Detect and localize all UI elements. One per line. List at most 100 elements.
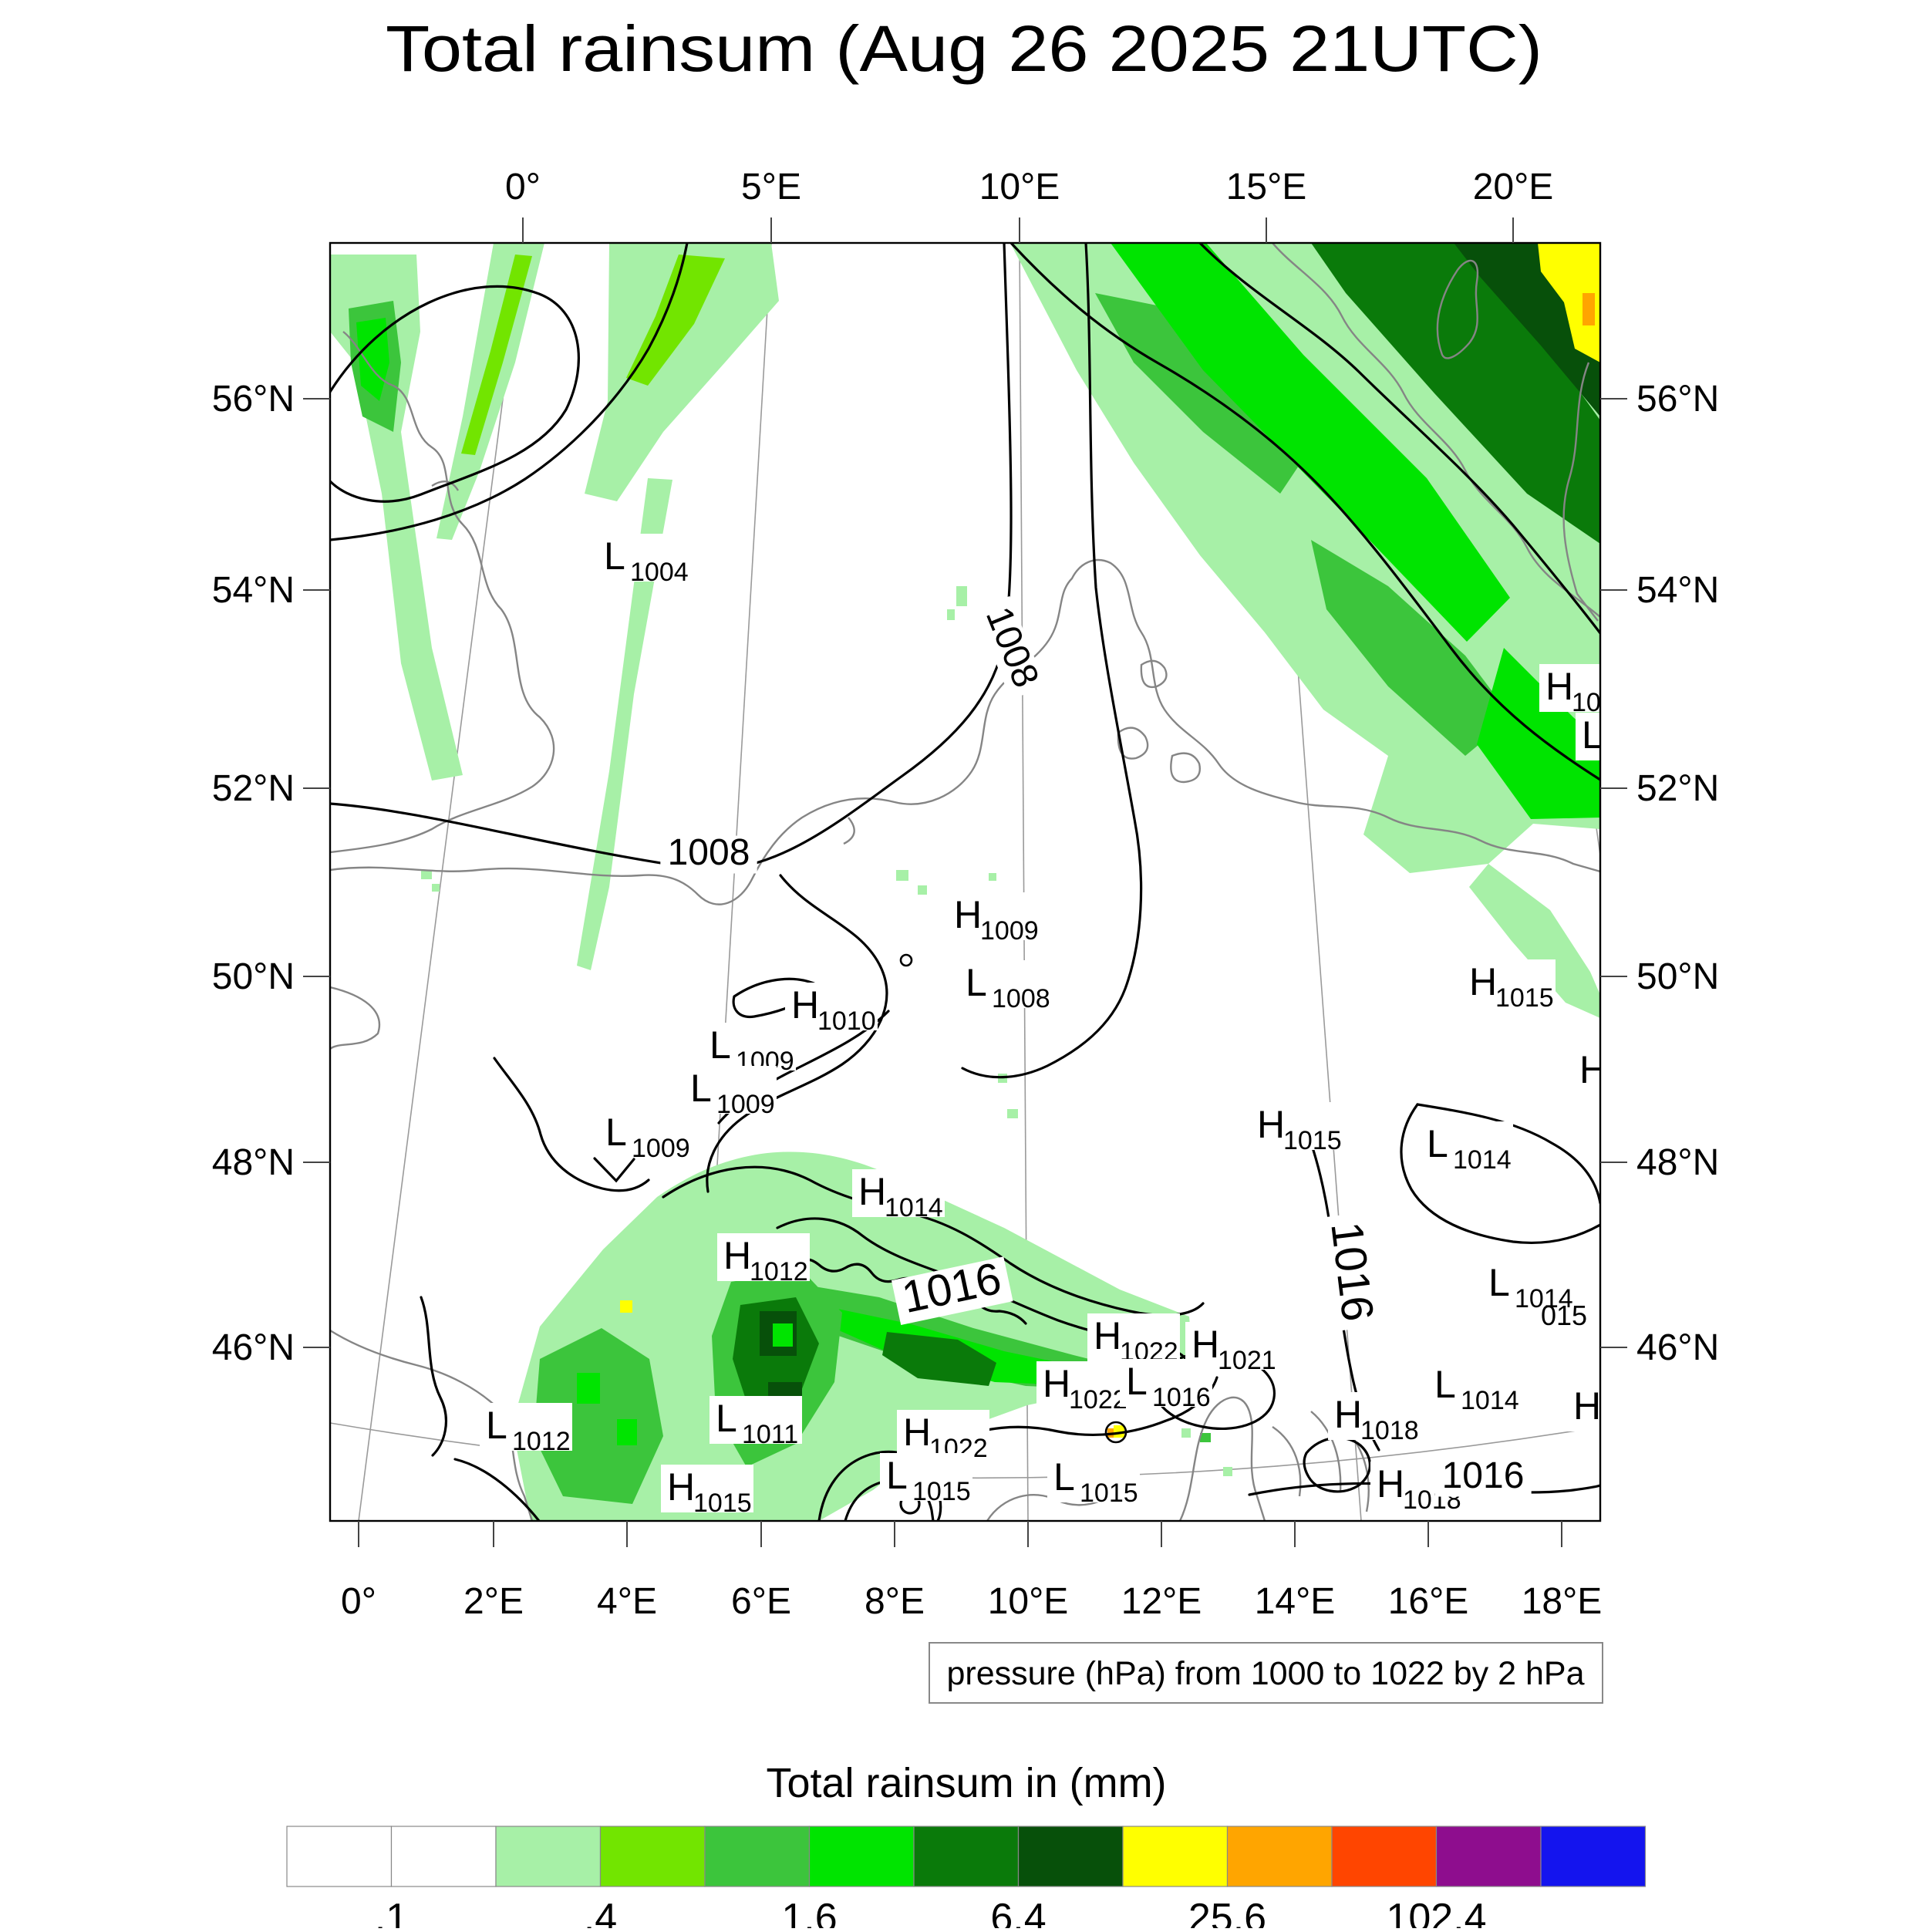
legend-cell bbox=[390, 1826, 497, 1887]
pressure-label-bg bbox=[1482, 1260, 1575, 1308]
pressure-value: 1014 bbox=[1461, 1386, 1519, 1415]
pressure-letter: H bbox=[1469, 960, 1497, 1003]
pressure-letter: H bbox=[1573, 1384, 1601, 1428]
pressure-letter: L bbox=[886, 1454, 908, 1497]
pressure-label-bg bbox=[661, 1465, 753, 1512]
contour-label-text: 1008 bbox=[668, 832, 750, 873]
pressure-value: 1009 bbox=[632, 1134, 690, 1163]
map-frame bbox=[329, 241, 1602, 1522]
pressure-center-L1008: L 1008 bbox=[959, 960, 1052, 1013]
pressure-letter: L bbox=[716, 1397, 737, 1440]
legend-tick-label: 1.6 bbox=[781, 1896, 837, 1928]
pressure-label-bg bbox=[717, 1233, 810, 1281]
pressure-letter: H bbox=[1043, 1362, 1070, 1405]
pressure-label-bg bbox=[959, 960, 1052, 1008]
contour-label-1008: 1008 bbox=[974, 595, 1047, 700]
legend-tick-labels: .1 .4 1.6 6.4 25.6 102.4 bbox=[375, 1896, 1487, 1932]
legend-cell bbox=[1226, 1826, 1333, 1887]
axis-label-top: 0° bbox=[505, 167, 541, 207]
axis-label-bottom: 4°E bbox=[597, 1581, 657, 1622]
pressure-letter: L bbox=[966, 961, 987, 1004]
pressure-label-bg bbox=[598, 534, 690, 582]
axis-label-right: 52°N bbox=[1636, 768, 1719, 809]
coast-gotland bbox=[1436, 259, 1479, 359]
pressure-label-bg bbox=[480, 1403, 572, 1451]
pressure-letter: H bbox=[858, 1170, 886, 1213]
axis-label-bottom: 16°E bbox=[1388, 1581, 1469, 1622]
pressure-letter: L bbox=[604, 534, 625, 578]
legend-tick-label: .4 bbox=[584, 1896, 617, 1928]
axis-label-bottom: 6°E bbox=[731, 1581, 791, 1622]
pressure-letter: H bbox=[1545, 665, 1573, 708]
pressure-center-L1016: L 1016 bbox=[1120, 1359, 1212, 1412]
pressure-center-L1004: L 1004 bbox=[598, 534, 690, 587]
pressure-label-bg bbox=[948, 892, 1040, 940]
pressure-letter: H bbox=[791, 983, 819, 1027]
pressure-center-L1009: L 1009 bbox=[703, 1023, 796, 1076]
pressure-letter: H bbox=[1377, 1462, 1404, 1505]
pressure-letter: L bbox=[1582, 713, 1603, 757]
pressure-value: 1012 bbox=[512, 1427, 571, 1456]
pressure-value: 1015 bbox=[693, 1489, 752, 1518]
axis-label-top: 10°E bbox=[979, 167, 1060, 207]
pressure-value: 1015 bbox=[1283, 1126, 1342, 1155]
pressure-value: 10 bbox=[1606, 1071, 1635, 1101]
axis-label-top: 20°E bbox=[1473, 167, 1554, 207]
pressure-label-bg bbox=[1567, 1384, 1600, 1431]
legend-cell bbox=[704, 1826, 811, 1887]
page-title: Total rainsum (Aug 26 2025 21UTC) bbox=[386, 12, 1542, 85]
axis-label-bottom: 0° bbox=[341, 1581, 376, 1622]
pressure-value: 1009 bbox=[980, 916, 1039, 946]
pressure-letter: H bbox=[1579, 1048, 1607, 1091]
pressure-value: 1018 bbox=[1360, 1416, 1419, 1445]
pressure-label-bg bbox=[1421, 1121, 1513, 1169]
coast-sweden bbox=[1272, 243, 1600, 618]
rainfall-shading bbox=[330, 243, 1600, 1521]
pressure-center-L1014: L 1014 bbox=[1428, 1362, 1521, 1415]
legend-tick-label: .1 bbox=[375, 1896, 408, 1928]
pressure-label-bg bbox=[897, 1410, 989, 1458]
pressure-label-bg bbox=[1539, 664, 1600, 712]
pressure-value: 1010 bbox=[817, 1006, 876, 1036]
contour-label-bg bbox=[1434, 1458, 1532, 1497]
pressure-center-L1015: L 1015 bbox=[1047, 1455, 1140, 1508]
coast-britain bbox=[330, 331, 555, 854]
pressure-value: 1014 bbox=[1515, 1284, 1573, 1313]
pressure-value: 1015 bbox=[912, 1477, 971, 1506]
pressure-value: 1015 bbox=[1495, 983, 1554, 1013]
pressure-letter: H bbox=[903, 1411, 931, 1454]
pressure-label-bg bbox=[599, 1110, 692, 1158]
pressure-value: 1014 bbox=[885, 1193, 943, 1222]
legend-tick-label: 6.4 bbox=[990, 1896, 1046, 1928]
label-fragment: 015 bbox=[1541, 1300, 1587, 1331]
legend-cell bbox=[1540, 1826, 1647, 1887]
pressure-label-bg bbox=[710, 1396, 802, 1444]
pressure-value: 1012 bbox=[750, 1257, 808, 1286]
axis-label-bottom: 18°E bbox=[1522, 1581, 1603, 1622]
coast-brittany bbox=[330, 986, 380, 1050]
contour-label-text: 1016 bbox=[1321, 1219, 1383, 1324]
legend: Total rainsum in (mm) .1 .4 1.6 6.4 25.6 102.… bbox=[286, 1760, 1647, 1932]
pressure-center-L1015: L 1015 bbox=[880, 1453, 972, 1506]
legend-cell bbox=[1435, 1826, 1542, 1887]
pressure-value: 1021 bbox=[1218, 1346, 1276, 1375]
axis-label-right: 50°N bbox=[1636, 956, 1719, 997]
contour-label-1008: 1008 bbox=[660, 832, 757, 874]
pressure-label-bg bbox=[1036, 1361, 1129, 1409]
pressure-value: 1004 bbox=[630, 558, 689, 587]
contour-label-text: 1016 bbox=[1442, 1455, 1525, 1496]
pressure-center-L1009: L 1009 bbox=[599, 1110, 692, 1163]
pressure-value: 1008 bbox=[992, 984, 1050, 1013]
pressure-letter: H bbox=[723, 1234, 751, 1277]
pressure-value: 1022 bbox=[1069, 1385, 1127, 1414]
